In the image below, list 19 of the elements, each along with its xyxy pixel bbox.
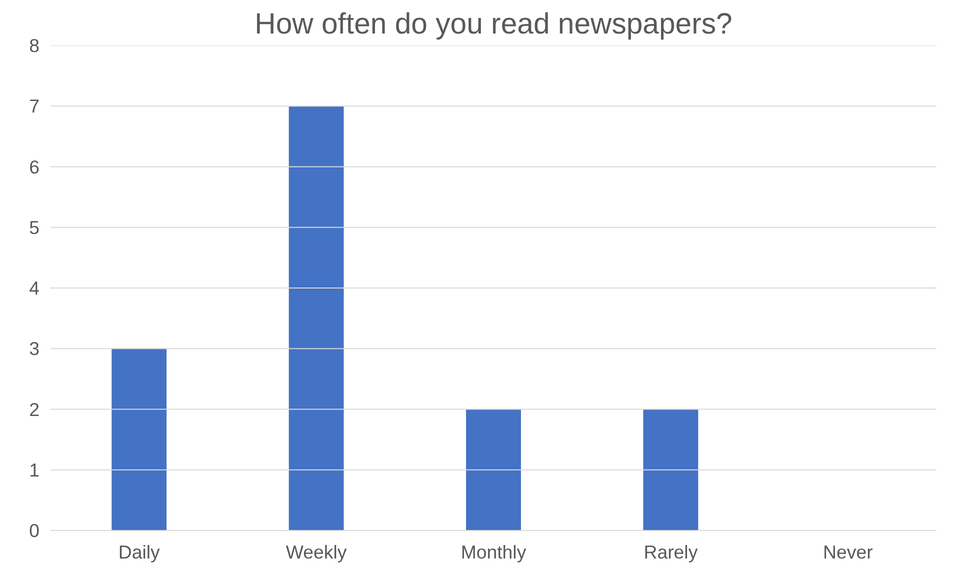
y-tick-label: 2 — [29, 398, 40, 420]
y-tick-label: 0 — [29, 520, 40, 541]
bar — [643, 409, 698, 530]
chart-title: How often do you read newspapers? — [254, 8, 732, 40]
bar — [288, 106, 344, 530]
y-tick-label: 6 — [29, 156, 40, 178]
y-tick-label: 4 — [29, 278, 40, 298]
x-tick-label: Rarely — [644, 542, 698, 562]
y-tick-label: 5 — [29, 216, 40, 238]
bar — [466, 409, 521, 530]
y-tick-label: 7 — [29, 96, 40, 117]
y-tick-label: 8 — [29, 35, 40, 56]
x-tick-label: Weekly — [286, 542, 348, 562]
x-tick-label: Never — [823, 542, 873, 562]
x-tick-label: Monthly — [460, 542, 527, 562]
bar — [112, 348, 167, 530]
y-tick-label: 3 — [29, 338, 40, 360]
y-tick-label: 1 — [29, 459, 40, 480]
x-tick-label: Daily — [118, 542, 161, 562]
